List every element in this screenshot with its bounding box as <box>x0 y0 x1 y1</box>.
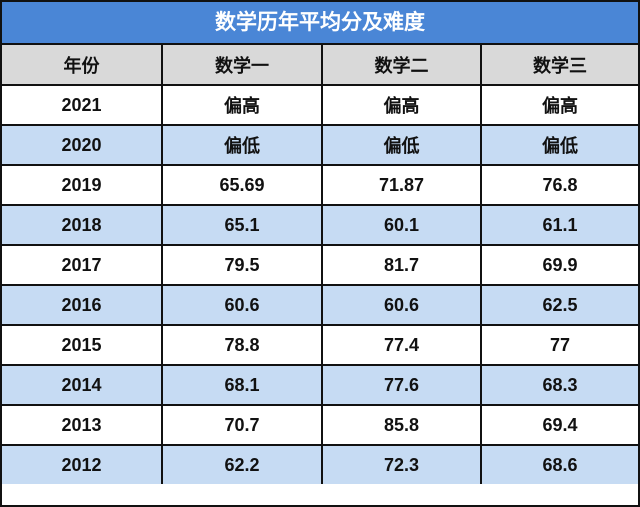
math3-cell: 68.6 <box>480 444 638 484</box>
year-cell: 2015 <box>2 324 163 366</box>
math1-cell: 60.6 <box>161 284 323 326</box>
table-row: 2020 偏低 偏低 偏低 <box>2 124 638 166</box>
math3-cell: 69.4 <box>480 404 638 446</box>
year-cell: 2012 <box>2 444 163 484</box>
math2-cell: 72.3 <box>321 444 482 484</box>
math1-cell: 偏高 <box>161 84 323 126</box>
year-cell: 2016 <box>2 284 163 326</box>
math2-cell: 85.8 <box>321 404 482 446</box>
math1-cell: 偏低 <box>161 124 323 166</box>
column-header-math1: 数学一 <box>161 45 323 86</box>
math3-cell: 62.5 <box>480 284 638 326</box>
column-header-year: 年份 <box>2 45 163 86</box>
math1-cell: 79.5 <box>161 244 323 286</box>
column-header-math3: 数学三 <box>480 45 638 86</box>
math1-cell: 65.1 <box>161 204 323 246</box>
year-cell: 2013 <box>2 404 163 446</box>
table-row: 2013 70.7 85.8 69.4 <box>2 404 638 446</box>
table-row: 2018 65.1 60.1 61.1 <box>2 204 638 246</box>
header-row: 年份 数学一 数学二 数学三 <box>2 45 638 86</box>
year-cell: 2017 <box>2 244 163 286</box>
year-cell: 2014 <box>2 364 163 406</box>
year-cell: 2019 <box>2 164 163 206</box>
math2-cell: 偏高 <box>321 84 482 126</box>
math3-cell: 76.8 <box>480 164 638 206</box>
table-row: 2014 68.1 77.6 68.3 <box>2 364 638 406</box>
year-cell: 2021 <box>2 84 163 126</box>
table-row: 2015 78.8 77.4 77 <box>2 324 638 366</box>
math1-cell: 70.7 <box>161 404 323 446</box>
math2-cell: 77.4 <box>321 324 482 366</box>
table-row: 2016 60.6 60.6 62.5 <box>2 284 638 326</box>
math2-cell: 60.1 <box>321 204 482 246</box>
math3-cell: 偏低 <box>480 124 638 166</box>
year-cell: 2020 <box>2 124 163 166</box>
table-row: 2017 79.5 81.7 69.9 <box>2 244 638 286</box>
math2-cell: 77.6 <box>321 364 482 406</box>
table-row: 2021 偏高 偏高 偏高 <box>2 84 638 126</box>
math3-cell: 69.9 <box>480 244 638 286</box>
math1-cell: 65.69 <box>161 164 323 206</box>
table-row: 2019 65.69 71.87 76.8 <box>2 164 638 206</box>
table-row: 2012 62.2 72.3 68.6 <box>2 444 638 484</box>
math2-cell: 60.6 <box>321 284 482 326</box>
math2-cell: 71.87 <box>321 164 482 206</box>
math2-cell: 81.7 <box>321 244 482 286</box>
math2-cell: 偏低 <box>321 124 482 166</box>
math1-cell: 62.2 <box>161 444 323 484</box>
column-header-math2: 数学二 <box>321 45 482 86</box>
math1-cell: 68.1 <box>161 364 323 406</box>
math1-cell: 78.8 <box>161 324 323 366</box>
math3-cell: 偏高 <box>480 84 638 126</box>
math3-cell: 61.1 <box>480 204 638 246</box>
math3-cell: 77 <box>480 324 638 366</box>
math3-cell: 68.3 <box>480 364 638 406</box>
score-table: 年份 数学一 数学二 数学三 2021 偏高 偏高 偏高 2020 偏低 偏低 偏低 2019 6… <box>2 45 638 484</box>
table-title: 数学历年平均分及难度 <box>2 2 638 45</box>
year-cell: 2018 <box>2 204 163 246</box>
